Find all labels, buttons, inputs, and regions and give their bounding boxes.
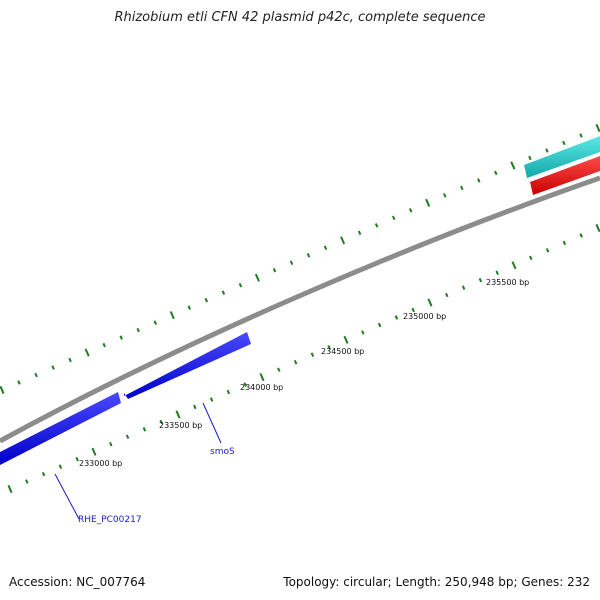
tick-mark — [153, 320, 158, 325]
tick-mark — [528, 155, 532, 161]
tick-mark — [306, 253, 311, 258]
tick-mark — [119, 335, 123, 340]
ruler-label: 235000 bp — [403, 312, 446, 321]
ruler-label: 234000 bp — [240, 383, 283, 392]
tick-mark — [595, 123, 600, 133]
tick-mark — [7, 484, 13, 494]
tick-mark — [477, 178, 481, 183]
tick-mark — [272, 268, 277, 273]
tick-mark — [442, 193, 447, 198]
tick-mark — [277, 367, 281, 372]
gene-label-smos[interactable]: smoS — [210, 447, 235, 457]
tick-mark — [254, 273, 260, 282]
tick-mark — [445, 292, 449, 298]
tick-mark — [394, 315, 399, 320]
gene-label-rhe-pc00217[interactable]: RHE_PC00217 — [78, 515, 142, 525]
tick-mark — [25, 479, 29, 484]
tick-mark — [58, 464, 63, 469]
ruler-label: 234500 bp — [321, 347, 364, 356]
tick-mark — [187, 305, 192, 310]
tick-mark — [102, 342, 106, 348]
ruler-label: 233500 bp — [159, 421, 202, 430]
tick-mark — [343, 335, 349, 344]
tick-mark — [495, 270, 499, 275]
tick-mark — [511, 261, 517, 270]
tick-mark — [169, 311, 175, 320]
tick-mark — [84, 348, 90, 357]
ruler-label: 235500 bp — [486, 278, 529, 287]
tick-mark — [579, 133, 583, 138]
tick-mark — [204, 297, 209, 303]
tick-mark — [125, 434, 130, 440]
tick-mark — [238, 282, 243, 288]
leader-line-smos — [202, 402, 222, 444]
tick-mark — [159, 419, 163, 425]
tick-mark — [562, 140, 566, 146]
gene-smos[interactable] — [124, 332, 251, 399]
tick-mark — [510, 161, 516, 170]
tick-mark — [579, 233, 583, 238]
tick-mark — [226, 389, 231, 395]
tick-mark — [408, 208, 413, 213]
gene-feature-red[interactable] — [530, 156, 600, 195]
tick-mark — [17, 380, 21, 385]
tick-mark — [545, 148, 549, 153]
tick-mark — [357, 230, 362, 236]
tick-mark — [361, 330, 365, 335]
tick-mark — [340, 236, 346, 245]
leader-line-rhe-pc00217 — [54, 473, 80, 520]
tick-mark — [327, 345, 331, 350]
tick-mark — [51, 365, 55, 370]
tick-mark — [41, 471, 46, 477]
tick-mark — [425, 198, 431, 207]
tick-mark — [68, 357, 72, 363]
tick-mark — [259, 373, 265, 382]
tick-mark — [411, 307, 415, 313]
tick-mark — [494, 170, 498, 176]
tick-mark — [545, 248, 550, 253]
tick-mark — [142, 427, 147, 432]
tick-mark — [109, 442, 113, 447]
tick-mark — [310, 352, 315, 357]
tick-mark — [391, 215, 396, 221]
ruler-label: 233000 bp — [79, 459, 122, 468]
map-title: Rhizobium etli CFN 42 plasmid p42c, comp… — [114, 10, 486, 25]
tick-mark — [529, 255, 533, 261]
tick-mark — [91, 447, 97, 456]
tick-mark — [427, 298, 433, 307]
tick-mark — [136, 327, 140, 333]
sequence-summary: Topology: circular; Length: 250,948 bp; … — [283, 575, 590, 589]
tick-mark — [221, 290, 226, 295]
tick-mark — [293, 360, 298, 365]
sequence-backbone — [0, 175, 600, 444]
tick-mark — [175, 410, 181, 419]
gene-rhe-pc00217[interactable] — [0, 392, 121, 465]
tick-mark — [562, 240, 567, 246]
outer-tick-marks — [0, 123, 600, 395]
tick-mark — [209, 397, 214, 402]
gene-feature-cyan[interactable] — [524, 136, 600, 178]
tick-mark — [289, 260, 294, 265]
tick-mark — [377, 322, 382, 328]
tick-mark — [595, 223, 600, 233]
tick-mark — [193, 404, 197, 410]
tick-mark — [243, 382, 247, 387]
accession-label: Accession: NC_007764 — [9, 575, 146, 589]
tick-mark — [460, 185, 464, 191]
tick-mark — [75, 456, 79, 462]
inner-tick-marks — [7, 223, 600, 494]
tick-mark — [374, 223, 379, 228]
tick-mark — [478, 277, 483, 283]
tick-mark — [0, 385, 5, 395]
tick-mark — [34, 372, 38, 378]
tick-mark — [461, 285, 466, 290]
tick-mark — [323, 245, 328, 250]
